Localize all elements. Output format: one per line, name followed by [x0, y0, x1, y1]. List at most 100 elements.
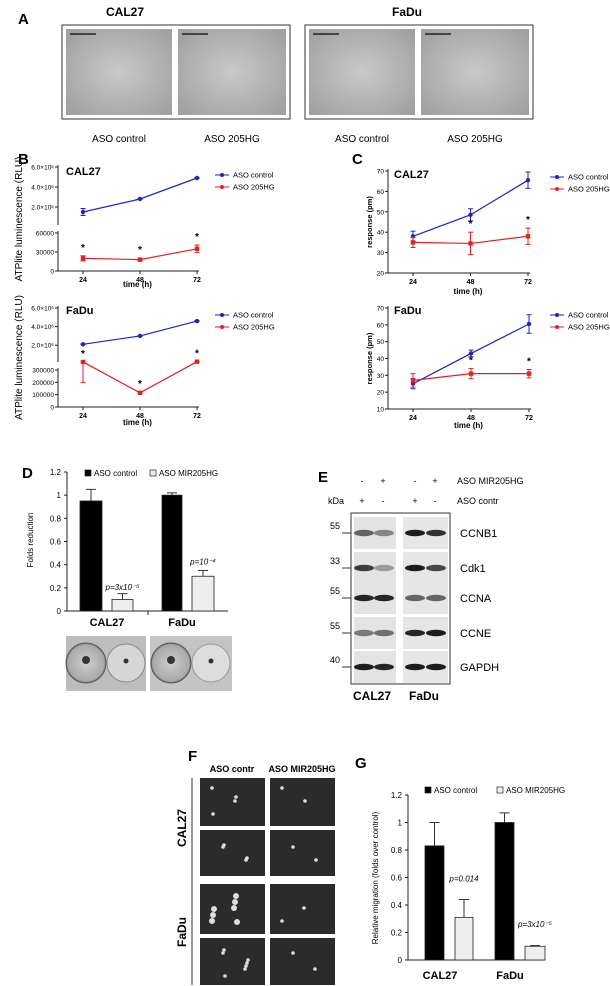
migrated-cell — [222, 843, 226, 847]
p-value-label: p=3x10⁻⁵ — [517, 920, 553, 929]
x-tick-label: 24 — [79, 277, 87, 284]
sign-aso-mir205hg: + — [432, 476, 437, 486]
cell-line-title-fadu: FaDu — [392, 5, 422, 19]
significance-star: * — [81, 243, 85, 254]
y-tick-label: 4.0×10⁶ — [31, 324, 54, 331]
blot-band — [426, 663, 446, 671]
column-label-aso-contr: ASO contr — [210, 764, 255, 774]
x-tick-label: 24 — [409, 415, 417, 422]
x-tick-label: 72 — [193, 277, 201, 284]
panel-label-g: G — [355, 755, 367, 772]
y-tick-label: 100000 — [32, 392, 54, 399]
migrated-cell — [302, 906, 306, 910]
significance-star: * — [469, 356, 473, 367]
migrated-cell — [234, 919, 240, 925]
column-label-aso-mir205hg: ASO MIR205HG — [268, 764, 335, 774]
blot-band — [374, 564, 394, 572]
sign-aso-mir205hg: + — [380, 476, 385, 486]
y-tick-label: 30 — [377, 373, 385, 380]
legend-swatch — [496, 786, 504, 794]
fluorescence-image — [200, 778, 265, 826]
migrated-cell — [245, 856, 249, 860]
y-axis-label: Folds reduction — [26, 513, 35, 568]
blot-band — [354, 594, 374, 602]
y-tick-label: 0.6 — [50, 538, 62, 547]
legend-marker — [220, 173, 224, 177]
data-point — [468, 351, 474, 356]
y-tick-label: 6.0×10⁶ — [31, 165, 54, 172]
y-tick-label: 10 — [377, 407, 385, 414]
series-line — [82, 320, 198, 345]
legend-label: ASO MIR205HG — [506, 786, 565, 795]
bar-aso-control — [79, 500, 103, 612]
y-tick-label: 0 — [398, 956, 403, 965]
y-tick-label: 30000 — [36, 250, 54, 257]
p-value-label: p=0.014 — [448, 875, 479, 884]
migration-images: ASO contr ASO MIR205HG CAL27 FaDu — [175, 764, 336, 985]
bar-aso-mir205hg — [524, 945, 546, 961]
micrograph-cal27-control — [66, 29, 172, 115]
data-point — [137, 196, 143, 202]
legend-label: ASO control — [233, 311, 274, 320]
significance-star: * — [526, 215, 530, 226]
protein-label: Cdk1 — [460, 563, 486, 575]
bar-chart-d: 0 0.2 0.4 0.6 0.8 1 1.2 Folds reduction CAL27 p=3… — [26, 468, 228, 629]
sign-aso-contr: + — [359, 496, 364, 506]
significance-star: * — [469, 219, 473, 230]
x-tick-label: 48 — [467, 279, 475, 286]
legend-label: ASO control — [568, 311, 609, 320]
bar-aso-mir205hg — [111, 599, 134, 612]
legend-marker — [555, 175, 559, 179]
panel-a: A CAL27 FaDu ASO control ASO 205HG ASO c… — [18, 5, 534, 145]
y-tick-label: 0.4 — [391, 901, 403, 910]
chart-title: CAL27 — [394, 169, 429, 181]
migrated-cell — [222, 948, 226, 952]
x-tick-label: 48 — [136, 277, 144, 284]
data-point — [137, 257, 143, 262]
category-label: FaDu — [496, 970, 524, 982]
kda-marker: 40 — [330, 655, 340, 665]
kda-marker: 55 — [330, 586, 340, 596]
y-tick-label: 4.0×10⁶ — [31, 185, 54, 192]
migrated-cell — [246, 958, 250, 962]
line-chart-c-cal27: 20 30 40 50 60 70 24 48 72 time (h) response (pm) C… — [365, 169, 610, 297]
legend-swatch — [149, 469, 157, 477]
x-tick-label: 24 — [79, 413, 87, 420]
y-axis-label: ATPlite luminescence (RLU) — [14, 295, 25, 420]
legend-label: ASO 205HG — [568, 185, 610, 194]
blot-band — [405, 629, 425, 637]
legend-marker — [555, 313, 559, 317]
data-point — [80, 209, 86, 215]
kda-label: kDa — [328, 496, 344, 506]
data-point — [525, 234, 531, 239]
y-tick-label: 0 — [50, 405, 54, 412]
x-tick-label: 72 — [524, 279, 532, 286]
sign-aso-contr: + — [412, 496, 417, 506]
data-point — [194, 318, 200, 324]
y-tick-label: 40 — [377, 230, 385, 237]
migrated-cell — [233, 799, 237, 803]
y-tick-label: 1 — [398, 819, 403, 828]
legend-label: ASO control — [568, 173, 609, 182]
cell-line-title-cal27: CAL27 — [106, 5, 144, 19]
series-aso-205hg — [410, 368, 532, 388]
blot-cell-line-fadu: FaDu — [409, 689, 439, 703]
y-tick-label: 6.0×10⁶ — [31, 306, 54, 313]
condition-label: ASO 205HG — [204, 134, 260, 145]
line-chart-b-fadu: 2.0×10⁶ 4.0×10⁶ 6.0×10⁶ 0 100000 200000 300000… — [14, 295, 275, 427]
series-aso-control — [410, 171, 531, 242]
data-point — [410, 378, 416, 383]
legend-label: ASO control — [94, 469, 137, 478]
y-tick-label: 40 — [377, 356, 385, 363]
micrograph-cal27-205hg — [178, 29, 286, 115]
condition-label: ASO 205HG — [447, 134, 503, 145]
y-tick-label: 60000 — [36, 231, 54, 238]
panel-label-d: D — [22, 465, 33, 482]
legend-swatch — [424, 786, 432, 794]
x-axis-label: time (h) — [454, 287, 483, 296]
series-aso-205hg — [80, 244, 200, 262]
y-tick-label: 0.8 — [50, 514, 62, 523]
significance-star: * — [527, 356, 531, 367]
migrated-cell — [210, 912, 216, 918]
migrated-cell — [231, 905, 237, 911]
